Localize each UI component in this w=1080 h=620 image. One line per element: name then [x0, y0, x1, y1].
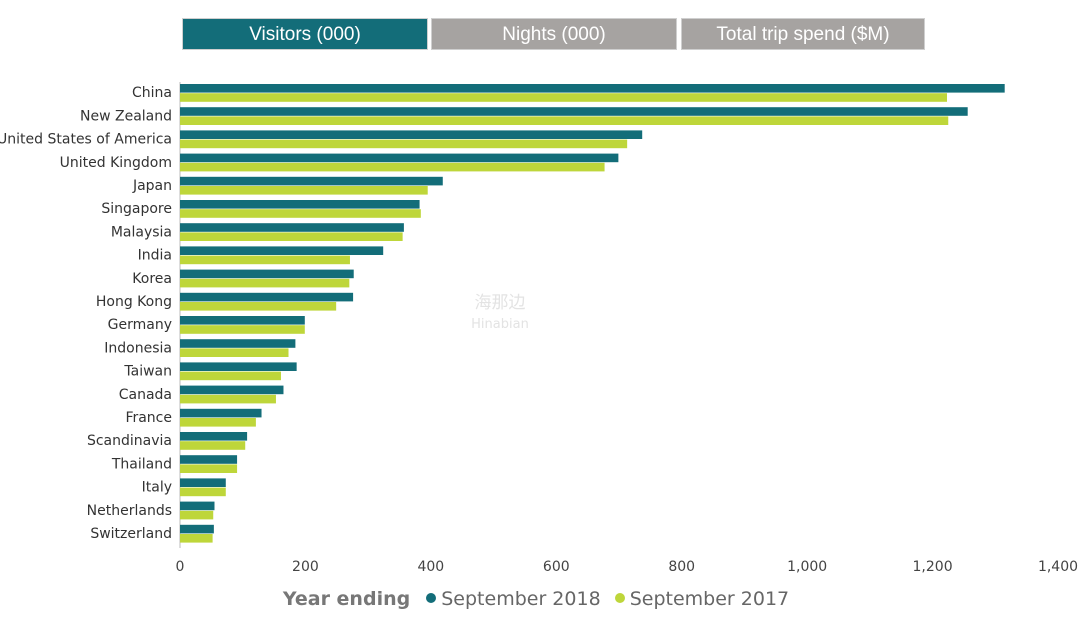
category-label: France: [125, 410, 172, 426]
legend-title: Year ending: [282, 588, 411, 610]
bar-chart: 海那边 Hinabian China New Zealand United States…: [0, 82, 1078, 575]
category-label: Italy: [142, 480, 172, 496]
bar-2017: [180, 139, 628, 149]
legend-label-2018: September 2018: [441, 588, 601, 610]
category-label: United Kingdom: [60, 155, 172, 171]
x-tick-label: 1,000: [787, 559, 827, 575]
category-label: Hong Kong: [96, 294, 172, 310]
category-label: Netherlands: [87, 503, 172, 519]
x-tick-label: 200: [292, 559, 319, 575]
category-label: Scandinavia: [87, 433, 172, 449]
bar-2018: [180, 200, 420, 209]
legend-item-2018: September 2018: [426, 588, 601, 610]
category-label: Switzerland: [90, 526, 172, 542]
x-tick-label: 0: [176, 559, 185, 575]
category-label: Indonesia: [104, 340, 172, 356]
category-label: Malaysia: [111, 224, 172, 240]
category-label: Canada: [119, 387, 172, 403]
bar-2017: [180, 93, 947, 102]
legend-dot-2018: [426, 592, 437, 603]
bar-2017: [180, 371, 281, 381]
bar-2018: [180, 432, 248, 441]
legend-item-2017: September 2017: [614, 588, 790, 610]
bar-2018: [180, 362, 297, 371]
bar-2017: [180, 325, 305, 334]
bar-2017: [180, 209, 421, 218]
x-tick-label: 600: [543, 559, 570, 575]
bar-2018: [180, 339, 296, 348]
x-tick-label: 400: [417, 559, 444, 575]
category-label: United States of America: [0, 132, 172, 148]
bar-2017: [180, 186, 428, 195]
category-label: Germany: [108, 317, 172, 333]
legend: Year ending September 2018 September 201…: [0, 588, 1080, 610]
bar-2018: [180, 478, 226, 487]
bar-2017: [180, 255, 350, 265]
bar-2017: [180, 116, 949, 125]
category-label: Japan: [132, 178, 172, 194]
category-label: New Zealand: [80, 108, 172, 124]
bar-2017: [180, 510, 214, 520]
category-label: Taiwan: [123, 364, 172, 380]
bar-2018: [180, 269, 354, 279]
bar-2018: [180, 385, 284, 395]
category-label: India: [138, 248, 172, 264]
bar-2017: [180, 348, 289, 357]
bar-2018: [180, 292, 354, 302]
bar-2018: [180, 84, 1005, 93]
category-label: Singapore: [101, 201, 172, 217]
bar-2017: [180, 441, 246, 450]
bar-2018: [180, 408, 262, 418]
bar-2018: [180, 455, 238, 464]
bar-2018: [180, 524, 214, 534]
bar-2018: [180, 223, 404, 232]
watermark-cn: 海那边: [475, 293, 526, 313]
bar-2018: [180, 153, 619, 163]
tab-total-trip-spend[interactable]: Total trip spend ($M): [681, 18, 925, 50]
category-label: Thailand: [111, 456, 172, 472]
bar-2017: [180, 464, 238, 473]
category-label: Korea: [132, 271, 172, 287]
bar-2017: [180, 394, 276, 404]
x-tick-label: 1,400: [1038, 559, 1078, 575]
tab-visitors[interactable]: Visitors (000): [182, 18, 428, 50]
bar-2018: [180, 316, 305, 325]
x-tick-label: 1,200: [913, 559, 953, 575]
bar-2017: [180, 162, 605, 172]
bar-2017: [180, 418, 256, 427]
bar-2018: [180, 176, 443, 186]
watermark-en: Hinabian: [471, 317, 529, 332]
tab-nights[interactable]: Nights (000): [431, 18, 677, 50]
bar-2018: [180, 130, 643, 139]
bar-2018: [180, 107, 968, 116]
bar-2017: [180, 232, 403, 241]
bar-2017: [180, 487, 226, 497]
legend-label-2017: September 2017: [629, 588, 790, 610]
bar-2017: [180, 278, 350, 288]
category-label: China: [132, 85, 172, 101]
bar-2018: [180, 246, 384, 255]
bar-2018: [180, 501, 215, 511]
x-tick-label: 800: [668, 559, 695, 575]
bar-2017: [180, 534, 213, 543]
bar-2017: [180, 302, 337, 311]
legend-dot-2017: [614, 592, 625, 603]
